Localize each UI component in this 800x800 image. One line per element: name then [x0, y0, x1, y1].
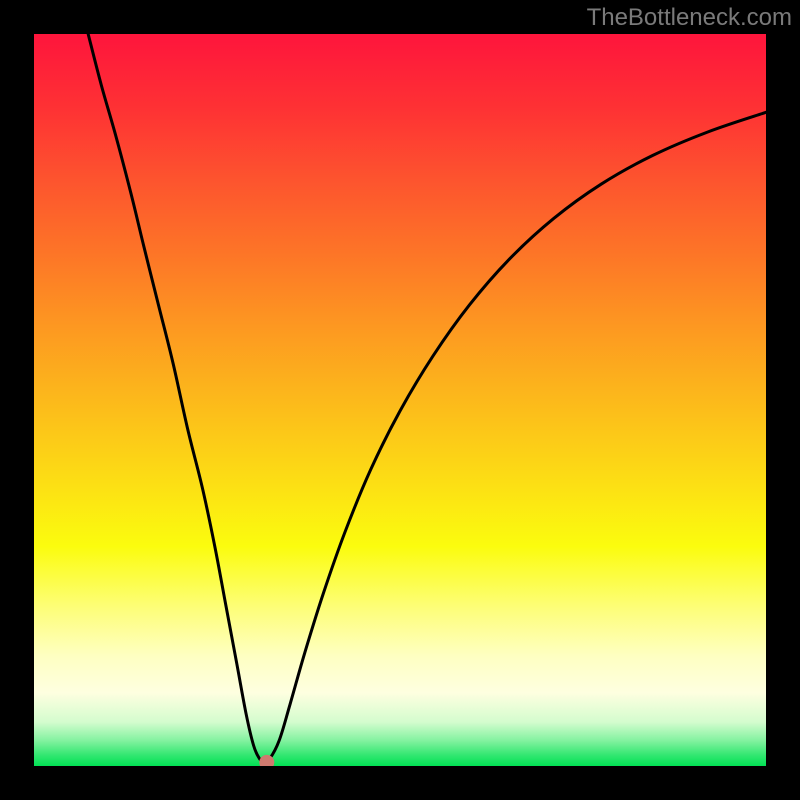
plot-area	[34, 34, 766, 766]
curve-layer	[34, 34, 766, 766]
watermark-text: TheBottleneck.com	[587, 4, 792, 32]
minimum-marker	[260, 755, 274, 766]
v-curve-path	[88, 34, 766, 762]
